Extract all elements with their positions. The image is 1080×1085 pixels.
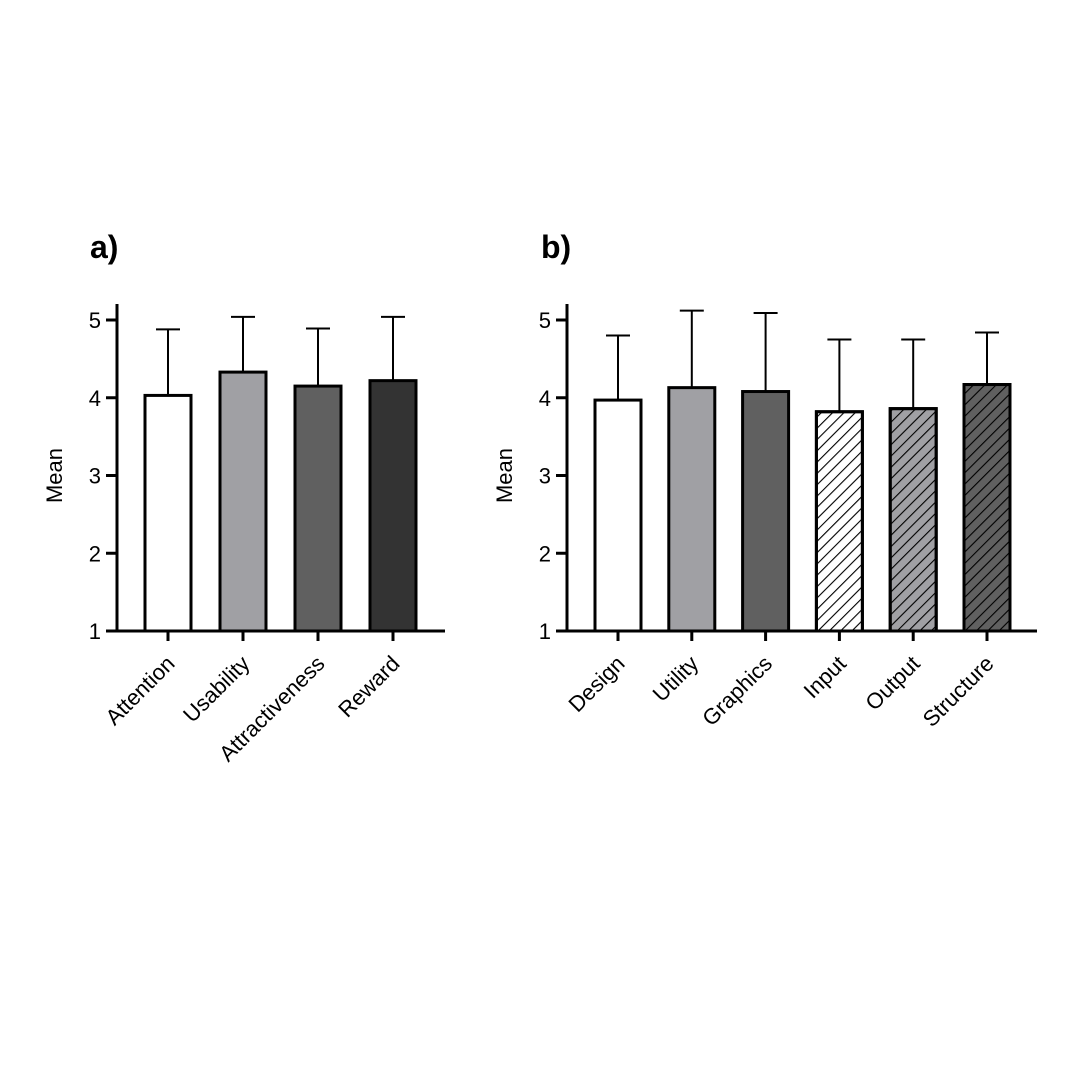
bar-attractiveness [293,384,343,633]
y-axis-label: Mean [492,448,517,503]
y-tick-label: 3 [89,464,101,489]
bar-hatch-input [814,410,864,633]
panel-label: b) [541,229,571,265]
y-axis-label: Mean [42,448,67,503]
x-tick-label: Utility [648,651,704,707]
panel-label: a) [90,229,118,265]
y-tick-label: 4 [539,386,551,411]
y-tick-label: 2 [89,541,101,566]
y-tick-label: 1 [89,619,101,644]
x-tick-label: Design [563,651,629,717]
x-tick-label: Graphics [697,651,777,731]
x-tick-label: Structure [918,651,999,732]
bar-attention [143,393,193,633]
bar-graphics [741,390,791,633]
bar-usability [218,370,268,633]
y-tick-label: 1 [539,619,551,644]
bar-hatch-structure [962,383,1012,633]
x-tick-label: Attention [100,651,179,730]
x-tick-label: Output [860,651,924,715]
y-tick-label: 2 [539,541,551,566]
x-tick-label: Usability [178,651,254,727]
y-tick-label: 5 [539,308,551,333]
y-tick-label: 3 [539,464,551,489]
y-tick-label: 5 [89,308,101,333]
x-tick-label: Input [799,651,851,703]
bar-design [593,398,643,633]
bar-utility [667,386,717,633]
y-tick-label: 4 [89,386,101,411]
x-tick-label: Reward [333,651,404,722]
bar-hatch-output [888,407,938,633]
bar-reward [368,379,418,633]
